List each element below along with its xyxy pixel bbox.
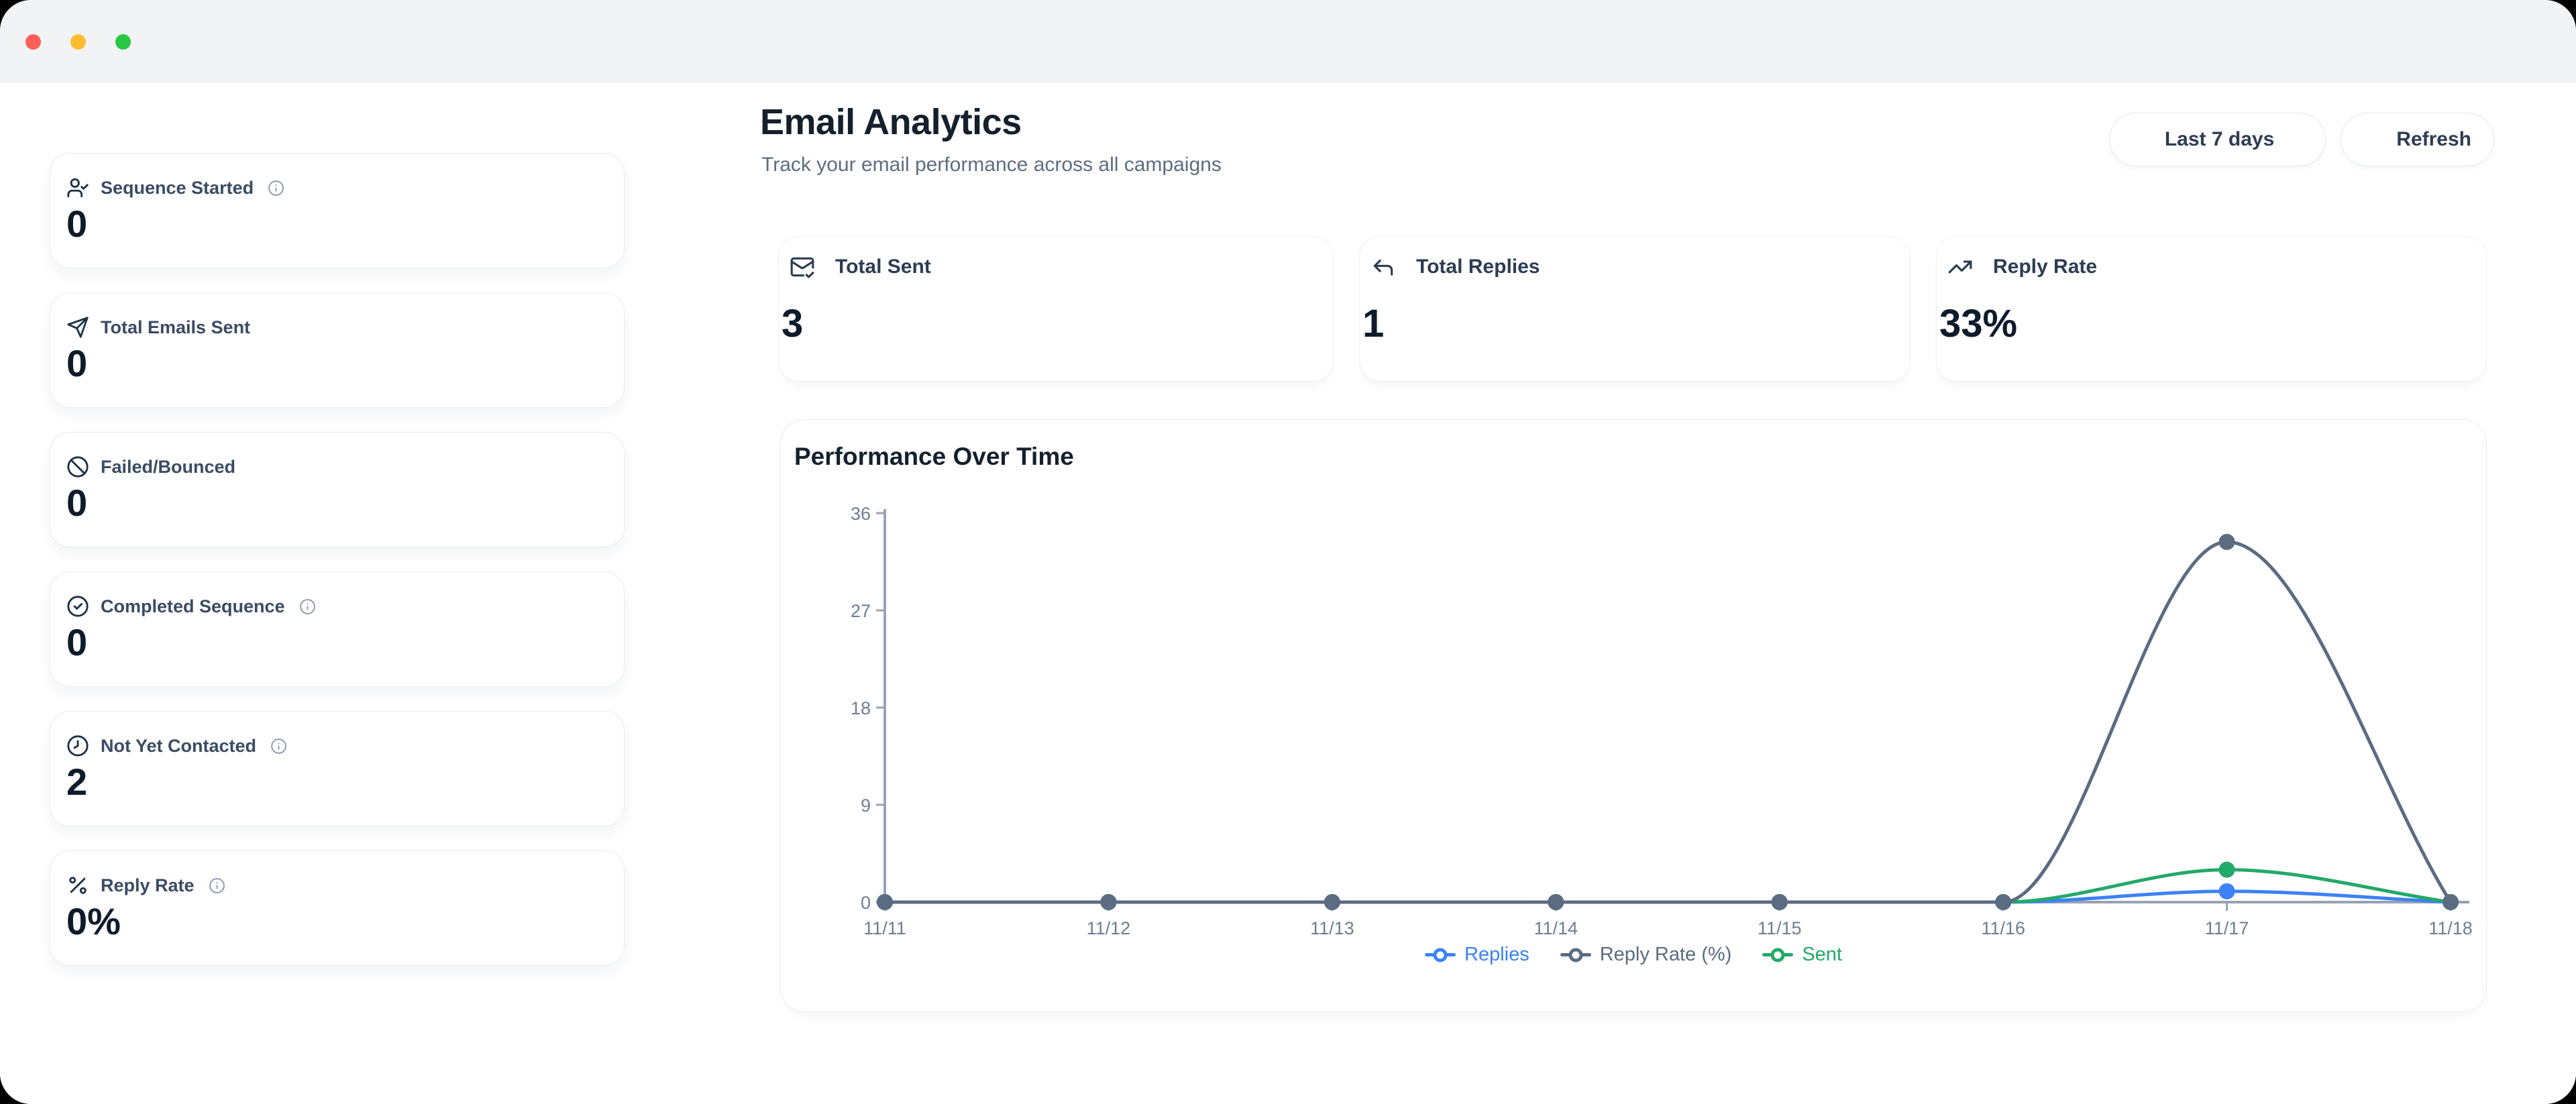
legend-label: Sent bbox=[1802, 944, 1842, 965]
svg-text:18: 18 bbox=[851, 698, 871, 718]
info-icon[interactable] bbox=[270, 738, 287, 755]
svg-text:11/12: 11/12 bbox=[1087, 918, 1131, 938]
minimize-window-button[interactable] bbox=[70, 34, 86, 50]
sidebar-card-total-emails-sent: Total Emails Sent 0 bbox=[50, 292, 625, 408]
legend-item-sent[interactable]: Sent bbox=[1762, 944, 1842, 966]
stat-label: Reply Rate bbox=[1993, 256, 2098, 278]
sidebar-card-completed-sequence: Completed Sequence 0 bbox=[50, 571, 625, 687]
maximize-window-button[interactable] bbox=[115, 34, 131, 50]
stat-label: Total Sent bbox=[835, 256, 931, 278]
sidebar-card-label: Failed/Bounced bbox=[101, 456, 236, 477]
clock-icon bbox=[66, 734, 89, 757]
svg-text:11/11: 11/11 bbox=[863, 918, 906, 938]
svg-text:11/14: 11/14 bbox=[1534, 918, 1578, 938]
send-icon bbox=[66, 316, 89, 339]
main-content: Sequence Started 0 Total Emails Sent 0 Faile… bbox=[0, 82, 2576, 1104]
date-range-label: Last 7 days bbox=[2164, 128, 2275, 150]
info-icon[interactable] bbox=[209, 877, 225, 894]
legend-label: Replies bbox=[1464, 944, 1529, 965]
page-title: Email Analytics bbox=[760, 102, 1022, 142]
legend-marker bbox=[1762, 947, 1794, 963]
legend-item-replies[interactable]: Replies bbox=[1424, 944, 1529, 966]
chevron-down-icon bbox=[2286, 131, 2303, 148]
stat-card-total-replies: Total Replies 1 bbox=[1359, 236, 1911, 382]
close-window-button[interactable] bbox=[25, 34, 41, 50]
stat-label: Total Replies bbox=[1416, 256, 1540, 278]
page-header: Email Analytics Track your email perform… bbox=[760, 101, 1222, 176]
sidebar-card-value: 0 bbox=[66, 621, 88, 663]
sidebar-card-value: 0 bbox=[66, 342, 88, 384]
svg-text:27: 27 bbox=[851, 601, 871, 621]
sidebar-card-value: 2 bbox=[66, 761, 88, 803]
sidebar-card-value: 0 bbox=[66, 203, 88, 245]
sidebar-card-value: 0 bbox=[66, 482, 88, 524]
svg-text:11/18: 11/18 bbox=[2428, 918, 2473, 938]
sidebar-card-sequence-started: Sequence Started 0 bbox=[50, 153, 625, 268]
svg-text:11/15: 11/15 bbox=[1758, 918, 1802, 938]
legend-marker bbox=[1424, 947, 1456, 963]
sidebar-card-label: Total Emails Sent bbox=[101, 317, 251, 337]
svg-text:11/13: 11/13 bbox=[1310, 918, 1354, 938]
svg-text:9: 9 bbox=[861, 795, 871, 816]
page-subtitle: Track your email performance across all … bbox=[761, 154, 1222, 176]
sidebar-card-failed-bounced: Failed/Bounced 0 bbox=[50, 432, 625, 547]
refresh-button[interactable]: Refresh bbox=[2341, 113, 2494, 166]
ban-icon bbox=[66, 455, 89, 478]
performance-chart: 0 9 18 27 36 11/11 11/12 11/13 11/14 11/15 11/16 11… bbox=[851, 504, 2473, 938]
stat-value: 3 bbox=[782, 302, 804, 345]
sidebar-card-label: Not Yet Contacted bbox=[101, 735, 257, 756]
stat-value: 1 bbox=[1362, 302, 1385, 345]
chart-legend: Replies Reply Rate (%) Sent bbox=[781, 944, 2486, 966]
check-circle-icon bbox=[66, 595, 89, 618]
calendar-icon bbox=[2132, 129, 2153, 150]
window-titlebar bbox=[0, 0, 2576, 82]
reply-icon bbox=[1371, 254, 1396, 280]
legend-item-reply-rate[interactable]: Reply Rate (%) bbox=[1560, 944, 1732, 966]
sidebar-card-reply-rate: Reply Rate 0% bbox=[50, 850, 625, 966]
mail-check-icon bbox=[790, 254, 815, 280]
chart-card: Performance Over Time 0 9 18 27 36 11/11 11/12… bbox=[780, 419, 2487, 1012]
sidebar-card-label: Sequence Started bbox=[101, 177, 254, 198]
sidebar-card-not-yet-contacted: Not Yet Contacted 2 bbox=[50, 711, 625, 826]
info-icon[interactable] bbox=[299, 598, 316, 615]
sidebar-card-label: Completed Sequence bbox=[101, 596, 285, 616]
chart-title: Performance Over Time bbox=[794, 443, 1074, 470]
stat-card-reply-rate: Reply Rate 33% bbox=[1936, 236, 2487, 382]
user-check-icon bbox=[66, 176, 89, 199]
trending-up-icon bbox=[1947, 254, 1973, 280]
refresh-label: Refresh bbox=[2396, 128, 2471, 150]
percent-icon bbox=[66, 874, 89, 897]
sidebar-card-value: 0% bbox=[66, 900, 121, 942]
refresh-icon bbox=[2363, 129, 2385, 150]
svg-text:36: 36 bbox=[851, 504, 871, 524]
svg-text:11/16: 11/16 bbox=[1981, 918, 2025, 938]
stat-card-total-sent: Total Sent 3 bbox=[778, 236, 1334, 382]
legend-marker bbox=[1560, 947, 1591, 963]
header-actions: Last 7 days Refresh bbox=[2108, 113, 2494, 166]
info-icon[interactable] bbox=[268, 180, 284, 197]
date-range-button[interactable]: Last 7 days bbox=[2108, 113, 2326, 166]
legend-label: Reply Rate (%) bbox=[1599, 944, 1732, 965]
stat-value: 33% bbox=[1939, 302, 2018, 345]
svg-text:0: 0 bbox=[861, 893, 871, 913]
sidebar-card-label: Reply Rate bbox=[101, 875, 195, 895]
svg-text:11/17: 11/17 bbox=[2205, 918, 2249, 938]
